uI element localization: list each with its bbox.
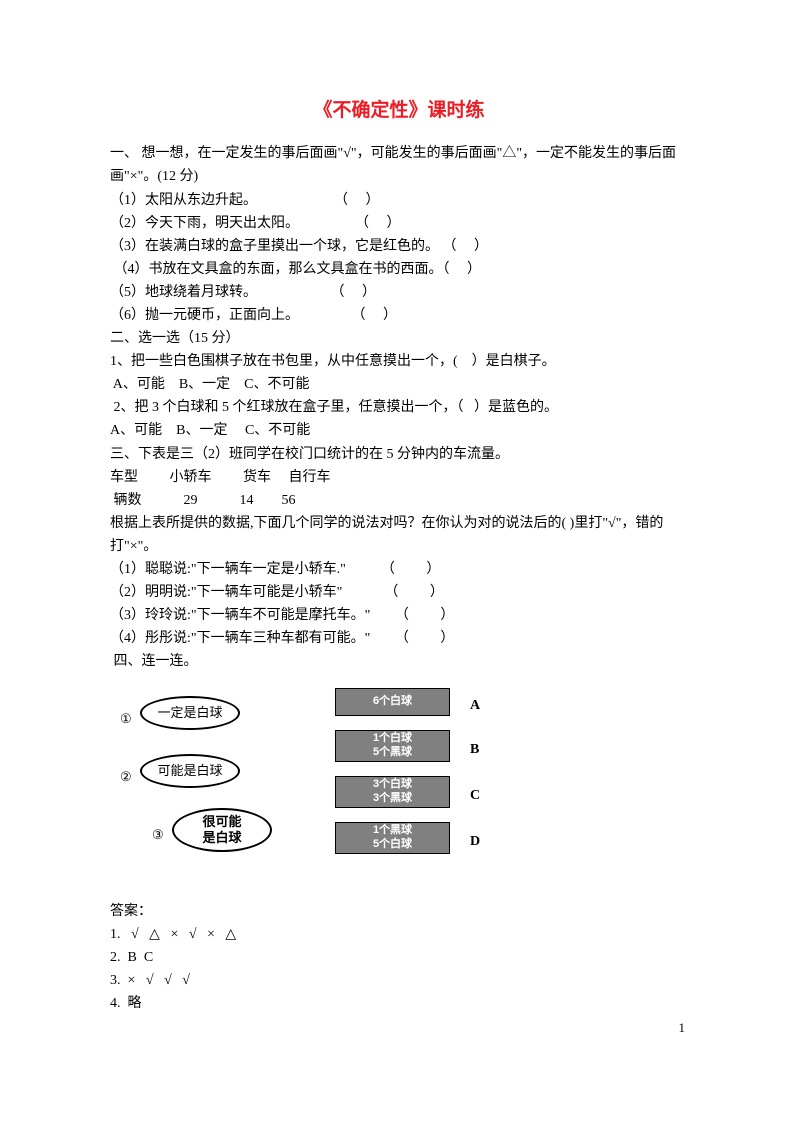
q2-2-opts: A、可能 B、一定 C、不可能 [110,419,688,442]
section-4: 四、连一连。 ① 一定是白球 ② 可能是白球 ③ 很可能 是白球 6个白球 A … [110,650,688,887]
box-d-label: D [470,830,480,853]
section2-heading: 二、选一选（15 分） [110,327,688,350]
section3-heading: 三、下表是三（2）班同学在校门口统计的在 5 分钟内的车流量。 [110,443,688,466]
box-b-line1: 1个白球 [373,732,412,745]
q2-1-opts: A、可能 B、一定 C、不可能 [110,373,688,396]
box-a: 6个白球 [335,688,450,716]
box-d: 1个黑球 5个白球 [335,822,450,854]
box-d-line1: 1个黑球 [373,824,412,837]
oval-num-1: ① [120,708,132,729]
q1-2: （2）今天下雨，明天出太阳。 （ ） [110,212,688,235]
section-3: 三、下表是三（2）班同学在校门口统计的在 5 分钟内的车流量。 车型 小轿车 货… [110,443,688,651]
table-header: 车型 小轿车 货车 自行车 [110,466,688,489]
page-title: 《不确定性》课时练 [110,95,688,126]
box-c: 3个白球 3个黑球 [335,776,450,808]
oval-num-3: ③ [152,824,164,845]
answer-1: 1. √ △ × √ × △ [110,923,688,946]
section1-heading: 一、 想一想，在一定发生的事后面画"√"，可能发生的事后面画"△"，一定不能发生… [110,142,688,188]
box-b: 1个白球 5个黑球 [335,730,450,762]
q3-3: （3）玲玲说:"下一辆车不可能是摩托车。" （ ） [110,604,688,627]
box-c-line1: 3个白球 [373,778,412,791]
oval-1-text: 一定是白球 [157,702,222,723]
section-2: 二、选一选（15 分） 1、把一些白色围棋子放在书包里，从中任意摸出一个，( ）… [110,327,688,442]
matching-diagram: ① 一定是白球 ② 可能是白球 ③ 很可能 是白球 6个白球 A 1个白球 5个… [110,688,590,888]
answer-3: 3. × √ √ √ [110,969,688,992]
box-a-label: A [470,694,480,717]
box-c-label: C [470,784,480,807]
answers: 答案： 1. √ △ × √ × △ 2. B C 3. × √ √ √ 4. … [110,900,688,1015]
table-row: 辆数 29 14 56 [110,489,688,512]
box-b-line2: 5个黑球 [373,746,412,759]
box-d-line2: 5个白球 [373,838,412,851]
box-a-line1: 6个白球 [373,695,412,708]
page-number: 1 [679,1017,686,1038]
q1-6: （6）抛一元硬币，正面向上。 （ ） [110,304,688,327]
oval-1: 一定是白球 [140,696,240,730]
q2-2: 2、把 3 个白球和 5 个红球放在盒子里，任意摸出一个，（ ）是蓝色的。 [110,396,688,419]
oval-num-2: ② [120,766,132,787]
q1-5: （5）地球绕着月球转。 （ ） [110,281,688,304]
answers-heading: 答案： [110,900,688,923]
box-b-label: B [470,738,479,761]
q3-4: （4）彤彤说:"下一辆车三种车都有可能。" （ ） [110,627,688,650]
q1-4: （4）书放在文具盒的东面，那么文具盒在书的西面。（ ） [110,258,688,281]
section3-prompt: 根据上表所提供的数据,下面几个同学的说法对吗？在你认为对的说法后的( )里打"√… [110,512,688,558]
q3-1: （1）聪聪说:"下一辆车一定是小轿车." （ ） [110,558,688,581]
section-1: 一、 想一想，在一定发生的事后面画"√"，可能发生的事后面画"△"，一定不能发生… [110,142,688,327]
oval-3-text: 很可能 是白球 [202,814,241,845]
q3-2: （2）明明说:"下一辆车可能是小轿车" （ ） [110,581,688,604]
answer-4: 4. 略 [110,992,688,1015]
q1-1: （1）太阳从东边升起。 （ ） [110,189,688,212]
oval-3: 很可能 是白球 [172,808,272,852]
section4-heading: 四、连一连。 [110,650,688,673]
q1-3: （3）在装满白球的盒子里摸出一个球，它是红色的。 （ ） [110,235,688,258]
oval-2: 可能是白球 [140,754,240,788]
oval-2-text: 可能是白球 [157,760,222,781]
answer-2: 2. B C [110,946,688,969]
box-c-line2: 3个黑球 [373,792,412,805]
q2-1: 1、把一些白色围棋子放在书包里，从中任意摸出一个，( ）是白棋子。 [110,350,688,373]
